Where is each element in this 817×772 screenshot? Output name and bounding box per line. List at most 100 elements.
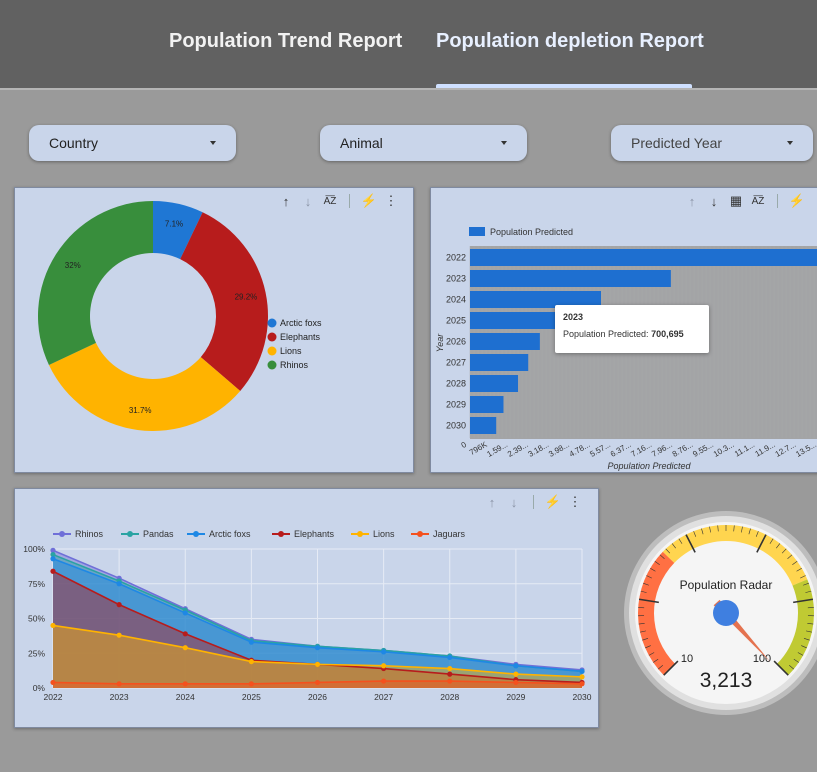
area-point[interactable] [314,679,321,686]
area-point[interactable] [116,602,122,608]
sort-az-icon[interactable]: A͞Z [751,195,765,207]
area-point[interactable] [381,663,387,669]
lightning-icon[interactable]: ⚡ [360,193,378,208]
animal-dropdown[interactable]: Animal [320,125,527,161]
gauge-tick [733,525,735,532]
area-x-tick-label: 2024 [176,692,195,702]
bar-x-tick-label: 796K [468,440,489,457]
gauge-tick [773,660,789,676]
area-point[interactable] [314,661,321,667]
bar-2029[interactable] [470,396,504,413]
bar-2023[interactable] [470,270,671,287]
gauge-tick [748,528,751,535]
legend-dot [267,318,277,328]
lightning-icon[interactable]: ⚡ [788,193,806,208]
area-point[interactable] [447,671,453,677]
chart-explore-icon[interactable]: ▦ [729,193,743,208]
gauge-tick [638,622,645,625]
sort-descending-icon[interactable]: ↓ [510,494,518,510]
lightning-icon[interactable]: ⚡ [544,494,562,509]
area-point[interactable] [381,649,387,655]
area-point[interactable] [381,678,387,684]
legend-dot [267,332,277,342]
gauge-svg: Population Radar 10 100 3,213 [624,511,817,715]
donut-slice-rhinos[interactable] [38,201,153,365]
area-chart-toolbar: ↑ ↓ ⚡ ⋮ [483,493,584,511]
toolbar-separator [777,194,778,208]
area-point[interactable] [50,547,56,553]
more-vert-icon[interactable]: ⋮ [384,193,398,208]
gauge-min-label: 10 [681,653,693,665]
country-dropdown[interactable]: Country [29,125,236,161]
area-point[interactable] [182,645,188,651]
gauge-tick [803,582,809,586]
area-point[interactable] [116,681,122,687]
area-point[interactable] [513,671,519,677]
area-point[interactable] [447,665,453,672]
area-point[interactable] [248,639,254,645]
area-point[interactable] [116,581,122,587]
gauge-tick [650,567,656,572]
bar-2027[interactable] [470,354,529,371]
area-y-tick-label: 25% [28,648,45,658]
area-point[interactable] [50,556,56,562]
bar-chart-panel: ↑ ↓ ▦ A͞Z ⚡ Population Predicted 2022 202… [430,187,817,473]
more-vert-icon[interactable]: ⋮ [568,494,582,509]
sort-descending-icon[interactable]: ↓ [304,193,312,209]
area-y-tick-label: 0% [33,683,46,693]
gauge-tick [659,554,665,559]
sort-ascending-icon[interactable]: ↑ [488,494,496,510]
bar-2030[interactable] [470,417,497,434]
bar-2026[interactable] [470,333,540,350]
area-point[interactable] [248,658,254,665]
area-point[interactable] [447,678,453,684]
header-divider [0,88,817,90]
area-point[interactable] [182,681,188,687]
area-point[interactable] [50,551,56,558]
bar-2024[interactable] [470,291,601,308]
dropdown-caret-icon [501,141,507,145]
donut-slice-arctic-foxs[interactable] [153,201,203,260]
bar-2022[interactable] [470,249,817,266]
donut-slice-lions[interactable] [48,342,241,431]
gauge-tick [796,567,802,572]
gauge-tick [769,538,774,544]
area-point[interactable] [116,632,122,638]
bar-2028[interactable] [470,375,519,392]
area-point[interactable] [50,568,56,574]
donut-slice-elephants[interactable] [180,212,268,391]
toolbar-separator [349,194,350,208]
sort-ascending-icon[interactable]: ↑ [688,193,696,209]
area-point[interactable] [182,610,188,616]
gauge-hub [713,600,739,626]
bar-x-tick-label: 4.78... [568,440,592,459]
gauge-tick [709,526,711,533]
sort-az-icon[interactable]: A͞Z [323,195,337,207]
tab-population-trend-report[interactable]: Population Trend Report [169,30,403,52]
gauge-tick [755,531,759,537]
area-point[interactable] [248,681,254,687]
area-point[interactable] [50,622,56,629]
gauge-tick [741,526,743,533]
area-point[interactable] [50,679,56,686]
sort-descending-icon[interactable]: ↓ [710,193,718,209]
tab-population-depletion-report[interactable]: Population depletion Report [436,30,704,52]
bar-x-tick-label: 0 [460,440,469,450]
predicted-year-dropdown[interactable]: Predicted Year [611,125,813,161]
gauge-tick [648,652,655,656]
bar-y-tick-label: 2025 [446,316,466,326]
area-point[interactable] [513,663,519,669]
area-point[interactable] [579,681,585,687]
area-point[interactable] [513,679,519,686]
area-point[interactable] [579,668,585,674]
sort-ascending-icon[interactable]: ↑ [282,193,290,209]
area-point[interactable] [579,674,585,680]
donut-chart: 7.1% 29.2% 31.7% 32% Arctic foxs Elephants Li… [38,201,322,431]
area-point[interactable] [447,654,453,661]
area-point[interactable] [182,631,188,637]
area-point[interactable] [314,645,321,651]
bar-x-tick-label: 1.59... [485,440,509,459]
area-x-tick-label: 2029 [506,692,525,702]
bar-2025[interactable] [470,312,559,329]
area-x-tick-label: 2026 [308,692,327,702]
